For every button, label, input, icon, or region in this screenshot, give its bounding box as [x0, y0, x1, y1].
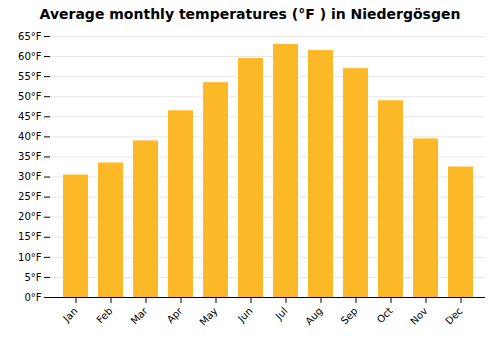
- svg-text:10°F: 10°F: [18, 252, 42, 263]
- svg-text:30°F: 30°F: [18, 171, 42, 182]
- svg-text:Feb: Feb: [94, 305, 114, 325]
- svg-text:Nov: Nov: [408, 305, 430, 327]
- svg-text:May: May: [197, 305, 219, 327]
- svg-text:40°F: 40°F: [18, 131, 42, 142]
- svg-text:65°F: 65°F: [18, 31, 42, 42]
- svg-text:Oct: Oct: [375, 305, 395, 325]
- svg-text:0°F: 0°F: [24, 292, 41, 303]
- svg-text:Jun: Jun: [235, 305, 255, 325]
- svg-text:Mar: Mar: [129, 305, 151, 327]
- svg-text:Jan: Jan: [60, 305, 79, 324]
- svg-text:55°F: 55°F: [18, 71, 42, 82]
- svg-text:Aug: Aug: [303, 305, 325, 327]
- svg-text:25°F: 25°F: [18, 191, 42, 202]
- svg-text:Jul: Jul: [273, 305, 290, 322]
- svg-text:15°F: 15°F: [18, 231, 42, 242]
- svg-text:Sep: Sep: [339, 305, 360, 326]
- svg-text:35°F: 35°F: [18, 151, 42, 162]
- svg-text:45°F: 45°F: [18, 111, 42, 122]
- html-text:Average monthly temperatures (: Average monthly temperatures (°F ) in Ni…: [39, 6, 461, 22]
- svg-text:60°F: 60°F: [18, 51, 42, 62]
- svg-text:Apr: Apr: [165, 305, 186, 326]
- svg-text:Dec: Dec: [443, 305, 464, 326]
- svg-text:20°F: 20°F: [18, 211, 42, 222]
- svg-text:50°F: 50°F: [18, 91, 42, 102]
- svg-text:5°F: 5°F: [24, 272, 41, 283]
